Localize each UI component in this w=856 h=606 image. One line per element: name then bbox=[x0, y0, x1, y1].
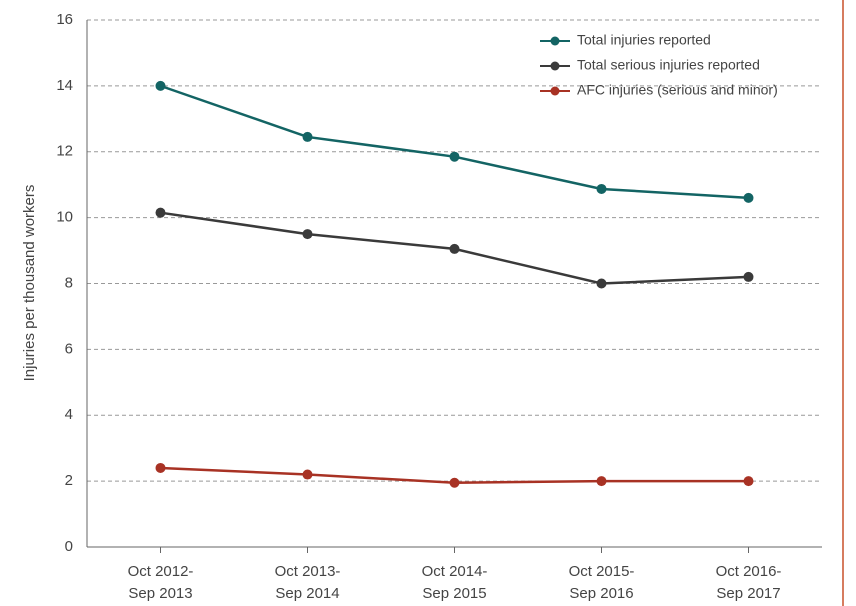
data-point bbox=[302, 469, 313, 480]
data-point bbox=[743, 271, 754, 282]
series-line bbox=[160, 84, 749, 200]
y-tick-label: 6 bbox=[65, 340, 73, 357]
x-tick-label: Oct 2016-Sep 2017 bbox=[716, 563, 782, 602]
x-tick-label: Oct 2014-Sep 2015 bbox=[422, 563, 488, 602]
data-point bbox=[596, 183, 607, 194]
data-point bbox=[155, 207, 166, 218]
data-point bbox=[155, 80, 166, 91]
data-point bbox=[155, 462, 166, 473]
legend-label: Total serious injuries reported bbox=[577, 57, 760, 73]
x-tick-label: Oct 2012-Sep 2013 bbox=[128, 563, 194, 602]
data-point bbox=[743, 192, 754, 203]
y-tick-label: 0 bbox=[65, 538, 73, 555]
data-point bbox=[449, 243, 460, 254]
legend-marker bbox=[550, 36, 560, 46]
data-point bbox=[449, 477, 460, 488]
y-axis-label: Injuries per thousand workers bbox=[21, 185, 38, 382]
y-tick-label: 10 bbox=[56, 209, 73, 226]
y-tick-label: 4 bbox=[65, 406, 73, 423]
y-tick-label: 12 bbox=[56, 143, 73, 160]
y-tick-label: 2 bbox=[65, 472, 73, 489]
legend-label: Total injuries reported bbox=[577, 32, 711, 48]
y-tick-label: 16 bbox=[56, 11, 73, 28]
data-point bbox=[596, 278, 607, 289]
legend-marker bbox=[550, 61, 560, 71]
data-point bbox=[596, 476, 607, 487]
y-tick-label: 14 bbox=[56, 77, 73, 94]
data-point bbox=[302, 229, 313, 240]
data-point bbox=[449, 151, 460, 162]
legend-marker bbox=[550, 86, 560, 96]
x-tick-label: Oct 2015-Sep 2016 bbox=[569, 563, 635, 602]
data-point bbox=[302, 131, 313, 142]
legend-label: AFC injuries (serious and minor) bbox=[577, 82, 778, 98]
x-tick-label: Oct 2013-Sep 2014 bbox=[275, 563, 341, 602]
y-tick-label: 8 bbox=[65, 274, 73, 291]
data-point bbox=[743, 476, 754, 487]
